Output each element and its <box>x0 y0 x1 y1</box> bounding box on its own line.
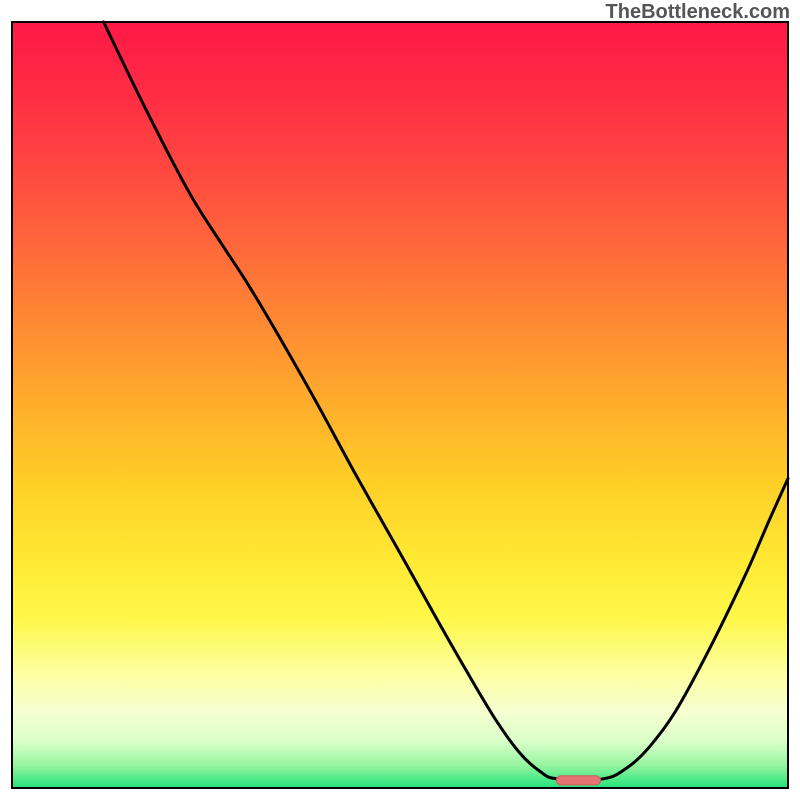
optimal-marker <box>556 776 600 785</box>
plot-background <box>12 22 788 788</box>
bottleneck-chart <box>0 0 800 800</box>
chart-container: TheBottleneck.com <box>0 0 800 800</box>
watermark-label: TheBottleneck.com <box>606 0 790 22</box>
